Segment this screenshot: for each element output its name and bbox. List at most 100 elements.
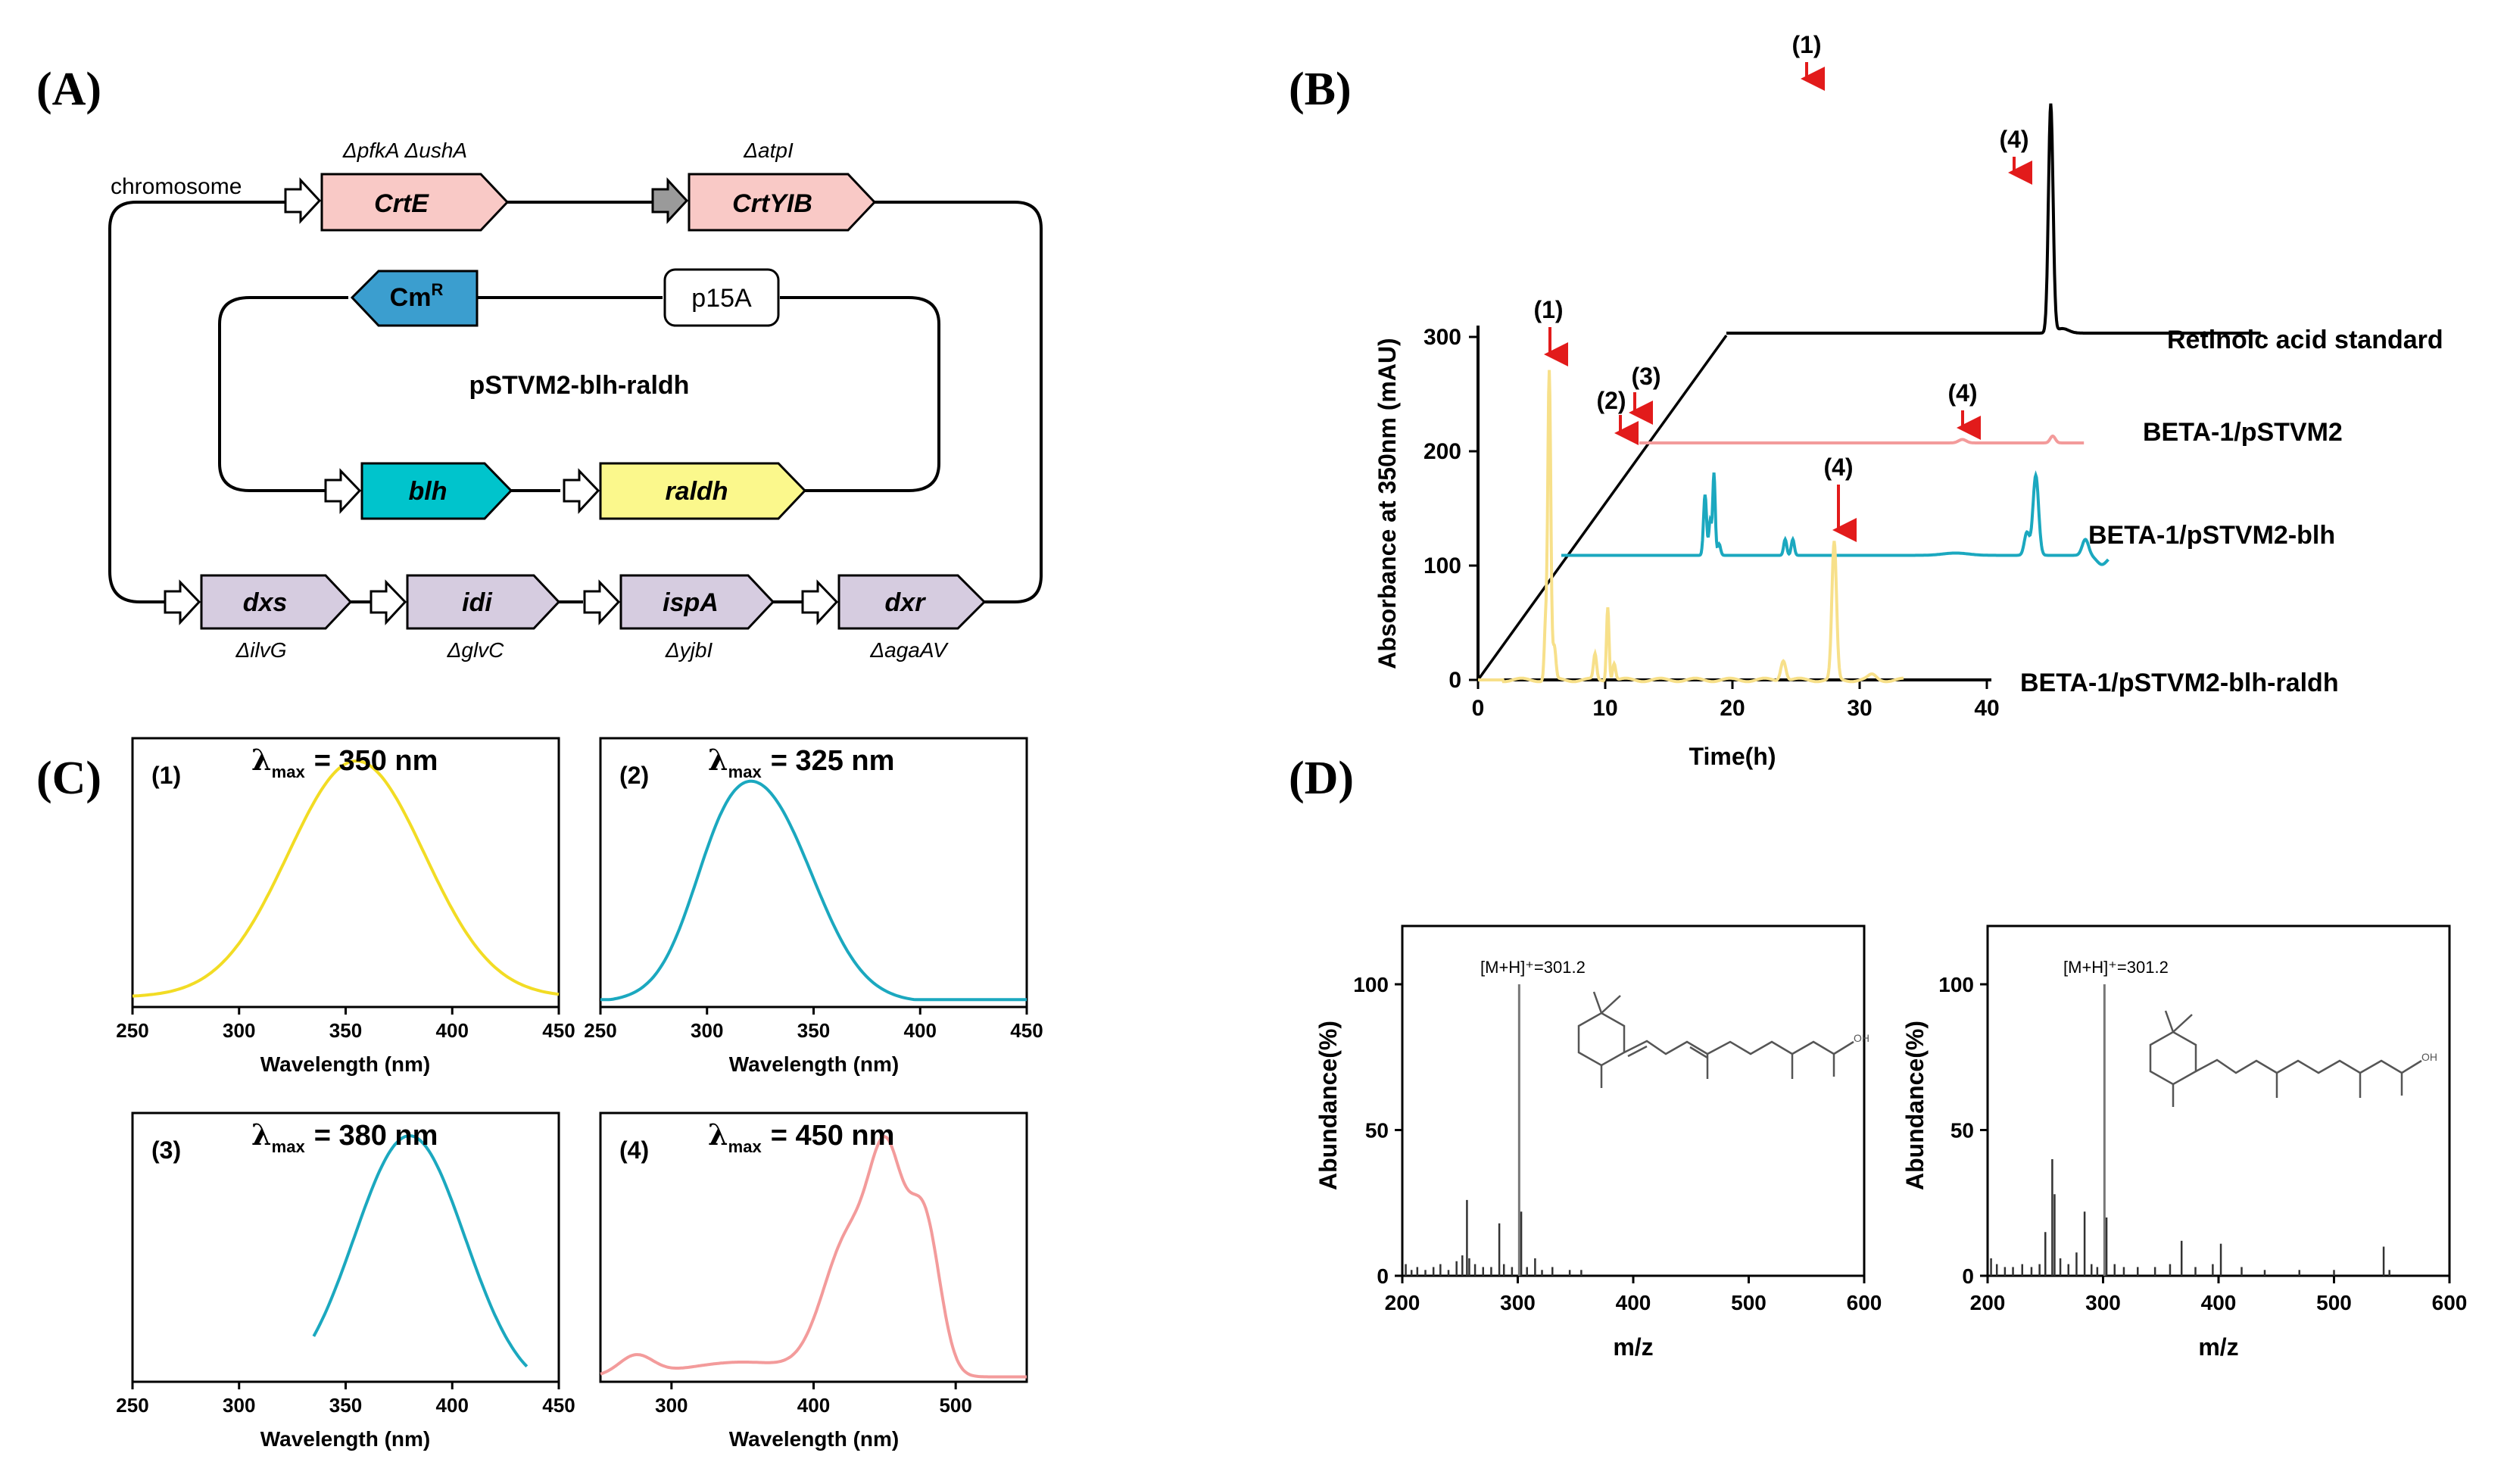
peak-label: (4) xyxy=(1823,454,1853,481)
uv-tick-label: 400 xyxy=(797,1394,830,1417)
uv-tick-label: 450 xyxy=(1010,1019,1043,1042)
uv-ticks: 250 300 350 400 450 xyxy=(116,1007,575,1042)
panel-label-b: (B) xyxy=(1289,64,1352,115)
ms-xtick-label: 500 xyxy=(1731,1291,1767,1314)
promoter-icon xyxy=(370,579,407,625)
uv-tick-label: 300 xyxy=(223,1394,255,1417)
panel-label-d: (D) xyxy=(1289,753,1354,804)
hplc-xtick: 40 xyxy=(1974,696,1999,721)
peak-label: (1) xyxy=(1791,31,1821,58)
hplc-ylabel: Absorbance at 350nm (mAU) xyxy=(1374,338,1401,669)
peak-label: (4) xyxy=(1999,126,2028,153)
uv-curve xyxy=(132,759,560,998)
series-label-pstvm2-blh-raldh: BETA-1/pSTVM2-blh-raldh xyxy=(2020,669,2339,697)
ori-label: p15A xyxy=(691,284,752,313)
lambda-sub: max xyxy=(272,1137,306,1156)
uv-ticks: 250 300 350 400 450 xyxy=(584,1007,1043,1042)
promoter-icon xyxy=(284,177,322,224)
promoter-icon xyxy=(563,468,600,514)
ms-xtick-label: 400 xyxy=(1616,1291,1651,1314)
ms-xtick-label: 500 xyxy=(2316,1291,2352,1314)
ms-ticks: 200 300 400 500 600 0 50 100 xyxy=(1353,973,1882,1314)
cm-text: Cm xyxy=(390,283,432,312)
uv-xlabel: Wavelength (nm) xyxy=(260,1052,431,1076)
gene-label-crte: CrtE xyxy=(374,189,429,218)
lambda-value: = 350 nm xyxy=(314,745,438,777)
deletion-label-yjbi: ΔyjbI xyxy=(665,638,713,662)
hplc-xtick: 20 xyxy=(1720,696,1745,721)
lambda-symbol: λ xyxy=(708,743,728,777)
deletion-label-pfka-usha: ΔpfkA ΔushA xyxy=(342,139,467,162)
gene-label-blh: blh xyxy=(409,477,447,506)
uv-xlabel: Wavelength (nm) xyxy=(729,1052,900,1076)
uv-curve xyxy=(312,1133,529,1368)
lambda-symbol: λ xyxy=(251,743,272,777)
uv-tick-label: 250 xyxy=(584,1019,616,1042)
mass-spectrum-2: 200 300 400 500 600 0 50 100 [M+H]⁺=301.2 m/z A… xyxy=(1901,924,2467,1361)
retinoic-acid-structure xyxy=(1577,991,1854,1088)
ms-ytick-label: 0 xyxy=(1377,1264,1389,1288)
ms-ytick-label: 50 xyxy=(1951,1119,1974,1143)
uv-tick-label: 250 xyxy=(116,1019,148,1042)
uv-tick-label: 250 xyxy=(116,1394,148,1417)
series-label-standard: Retinoic acid standard xyxy=(2167,326,2443,354)
promoter-icon xyxy=(324,468,362,514)
peak-label: (2) xyxy=(1596,387,1626,414)
structure-oh-label: OH xyxy=(1854,1032,1869,1044)
plasmid-loop xyxy=(218,296,940,492)
uv-spectrum-1: (1) λmax = 350 nm 250 300 350 400 450 Wavelen… xyxy=(116,737,575,1076)
uv-title: λmax = 325 nm xyxy=(708,743,894,781)
hplc-ytick: 300 xyxy=(1424,325,1461,350)
uv-tick-label: 450 xyxy=(542,1019,575,1042)
ms-xlabel: m/z xyxy=(1613,1333,1653,1361)
panel-label-a: (A) xyxy=(36,64,101,115)
ms-xtick-label: 400 xyxy=(2201,1291,2237,1314)
lambda-sub: max xyxy=(728,762,762,781)
ori-p15a xyxy=(663,268,780,327)
uv-title: λmax = 380 nm xyxy=(251,1118,438,1156)
gene-label-crtyib: CrtYIB xyxy=(732,189,812,218)
gene-crtyib xyxy=(688,173,877,232)
uv-frame xyxy=(131,1111,560,1383)
gene-label-dxs: dxs xyxy=(243,588,288,617)
series-label-pstvm2-blh: BETA-1/pSTVM2-blh xyxy=(2088,521,2335,550)
hplc-xtick: 30 xyxy=(1847,696,1872,721)
peak-label: (3) xyxy=(1631,363,1660,390)
lambda-sub: max xyxy=(728,1137,762,1156)
ms-ytick-label: 100 xyxy=(1938,973,1974,996)
lambda-sub: max xyxy=(272,762,306,781)
gene-label-cmr: CmR xyxy=(390,280,444,312)
ms-ticks: 200 300 400 500 600 0 50 100 xyxy=(1938,973,2467,1314)
deletion-label-atpi: ΔatpI xyxy=(743,139,794,162)
uv-xlabel: Wavelength (nm) xyxy=(729,1427,900,1451)
uv-tick-label: 350 xyxy=(329,1394,362,1417)
uv-tick-label: 300 xyxy=(655,1394,688,1417)
ms-ylabel: Abundance(%) xyxy=(1901,1021,1929,1190)
hplc-ytick: 200 xyxy=(1424,439,1461,464)
ms-annotation: [M+H]⁺=301.2 xyxy=(2063,958,2169,977)
uv-spectrum-3: (3) λmax = 380 nm 250 300 350 400 450 Wavelen… xyxy=(116,1111,575,1451)
gene-ispa xyxy=(619,574,775,630)
ms-frame xyxy=(1986,924,2451,1277)
genetic-map: chromosome CrtE ΔpfkA ΔushA CrtYIB ΔatpI… xyxy=(108,139,1043,662)
gene-label-dxr: dxr xyxy=(885,588,927,617)
uv-tick-label: 350 xyxy=(797,1019,830,1042)
uv-panel-label: (1) xyxy=(151,762,181,789)
gene-label-idi: idi xyxy=(462,588,493,617)
uv-frame xyxy=(599,1111,1028,1383)
ms-frame xyxy=(1401,924,1866,1277)
uv-tick-label: 400 xyxy=(436,1394,469,1417)
uv-curve xyxy=(600,1135,1027,1379)
ms-ytick-label: 100 xyxy=(1353,973,1389,996)
trace-retinoic-acid-standard xyxy=(1726,103,2261,335)
lambda-value: = 325 nm xyxy=(771,745,895,777)
chromosome-loop xyxy=(108,201,1043,603)
hplc-chart: 0 10 20 30 40 0 100 200 300 Time(h) Abso… xyxy=(1374,31,2443,770)
ms-xtick-label: 300 xyxy=(2085,1291,2121,1314)
uv-spectrum-4: (4) λmax = 450 nm 300 400 500 Wavelength (n… xyxy=(599,1111,1028,1451)
uv-xlabel: Wavelength (nm) xyxy=(260,1427,431,1451)
gene-raldh xyxy=(599,462,807,520)
promoter-icon xyxy=(583,579,621,625)
lambda-value: = 380 nm xyxy=(314,1120,438,1152)
uv-tick-label: 400 xyxy=(904,1019,937,1042)
